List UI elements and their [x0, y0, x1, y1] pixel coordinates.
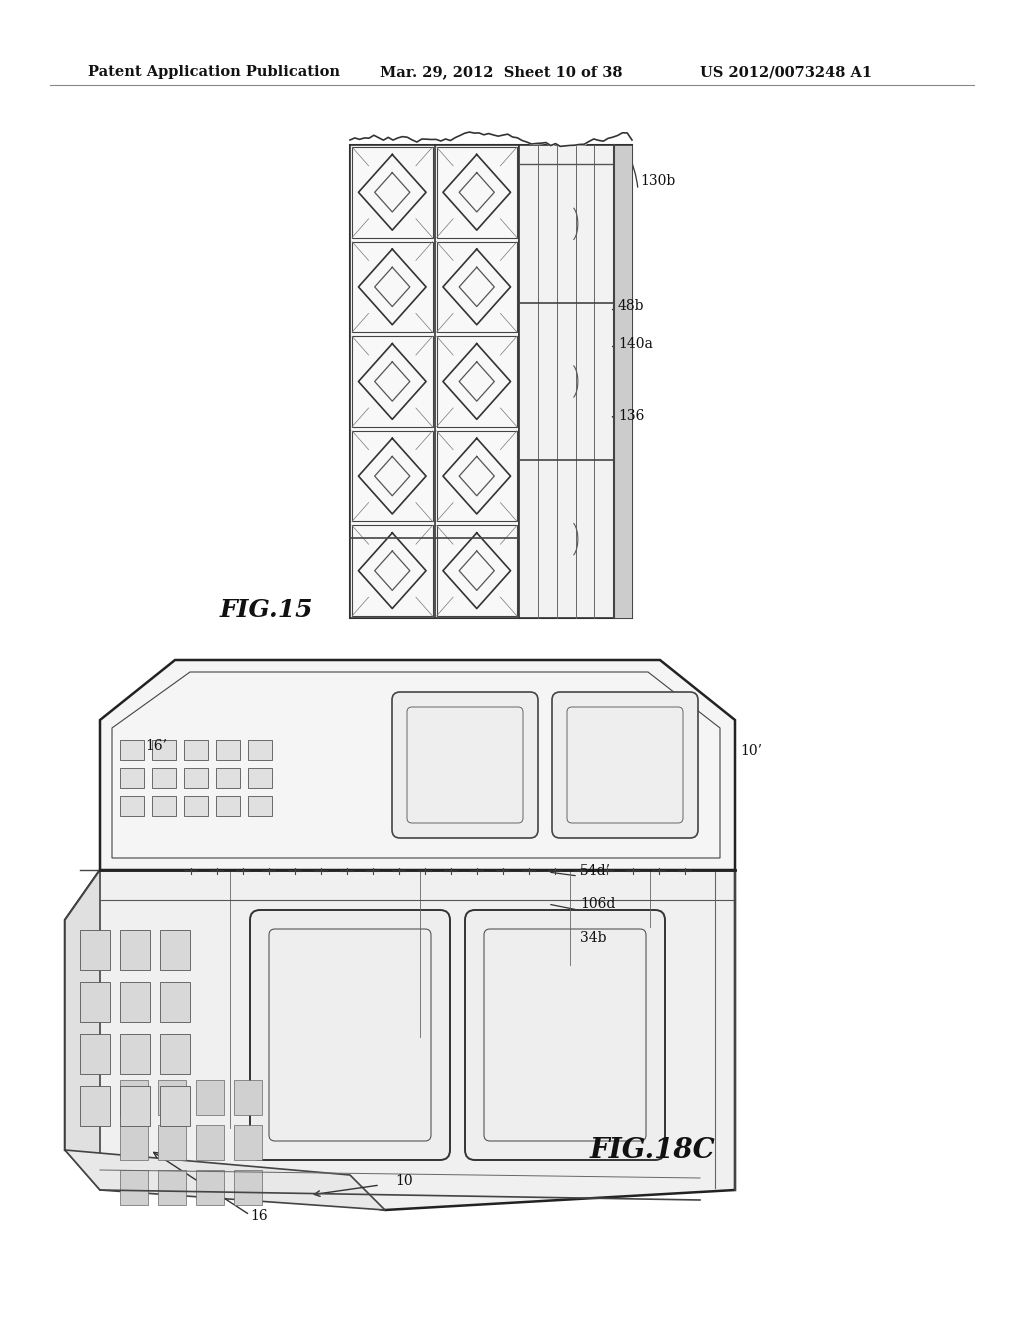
Polygon shape — [100, 660, 735, 870]
Text: FIG.15: FIG.15 — [220, 598, 313, 622]
Text: 34b: 34b — [580, 931, 606, 945]
Bar — [352, 430, 432, 521]
Bar — [184, 741, 208, 760]
Bar — [248, 796, 272, 816]
Bar — [352, 147, 432, 238]
Text: 130b: 130b — [640, 174, 675, 187]
Text: Patent Application Publication: Patent Application Publication — [88, 65, 340, 79]
Bar — [158, 1125, 186, 1160]
Bar — [120, 1170, 148, 1205]
Bar — [196, 1080, 224, 1115]
Bar — [120, 768, 144, 788]
Bar — [248, 768, 272, 788]
Bar — [184, 768, 208, 788]
Bar — [234, 1125, 262, 1160]
Bar — [160, 931, 190, 970]
Bar — [350, 145, 632, 618]
Bar — [436, 242, 517, 333]
Bar — [216, 796, 240, 816]
Text: 54d’: 54d’ — [580, 865, 611, 878]
Bar — [196, 1170, 224, 1205]
Bar — [158, 1170, 186, 1205]
Bar — [352, 337, 432, 426]
Bar — [80, 982, 110, 1022]
Text: 16: 16 — [250, 1209, 267, 1224]
FancyBboxPatch shape — [392, 692, 538, 838]
Text: 10: 10 — [395, 1173, 413, 1188]
Bar — [80, 931, 110, 970]
Bar — [152, 796, 176, 816]
Bar — [160, 1034, 190, 1074]
Bar — [120, 741, 144, 760]
Bar — [120, 1080, 148, 1115]
Bar — [160, 1086, 190, 1126]
FancyBboxPatch shape — [250, 909, 450, 1160]
Text: 16’: 16’ — [145, 739, 167, 752]
Bar — [152, 741, 176, 760]
Polygon shape — [65, 870, 100, 1191]
Bar — [120, 982, 150, 1022]
Text: FIG.18C: FIG.18C — [590, 1137, 716, 1163]
Text: 140a: 140a — [618, 337, 653, 351]
Bar — [152, 768, 176, 788]
FancyBboxPatch shape — [552, 692, 698, 838]
Text: Mar. 29, 2012  Sheet 10 of 38: Mar. 29, 2012 Sheet 10 of 38 — [380, 65, 623, 79]
Text: 106d: 106d — [580, 898, 615, 911]
Polygon shape — [65, 870, 735, 1210]
Text: 136: 136 — [618, 409, 644, 422]
Bar — [352, 242, 432, 333]
Text: US 2012/0073248 A1: US 2012/0073248 A1 — [700, 65, 872, 79]
Bar — [614, 145, 632, 618]
Text: 10’: 10’ — [740, 744, 762, 758]
Bar — [216, 768, 240, 788]
Bar — [120, 1034, 150, 1074]
Bar — [436, 337, 517, 426]
FancyBboxPatch shape — [465, 909, 665, 1160]
Bar — [234, 1170, 262, 1205]
Bar — [519, 145, 632, 618]
Bar — [248, 741, 272, 760]
Bar — [120, 1125, 148, 1160]
Bar — [80, 1034, 110, 1074]
Polygon shape — [65, 1150, 385, 1210]
Bar — [436, 430, 517, 521]
Bar — [436, 525, 517, 616]
Bar — [352, 525, 432, 616]
Bar — [120, 796, 144, 816]
Bar — [184, 796, 208, 816]
Bar — [158, 1080, 186, 1115]
Bar — [120, 1086, 150, 1126]
Bar — [120, 931, 150, 970]
Bar — [234, 1080, 262, 1115]
Bar — [160, 982, 190, 1022]
Bar — [436, 147, 517, 238]
Bar — [350, 145, 519, 618]
Bar — [216, 741, 240, 760]
Text: 48b: 48b — [618, 300, 644, 313]
Bar — [196, 1125, 224, 1160]
Bar — [80, 1086, 110, 1126]
